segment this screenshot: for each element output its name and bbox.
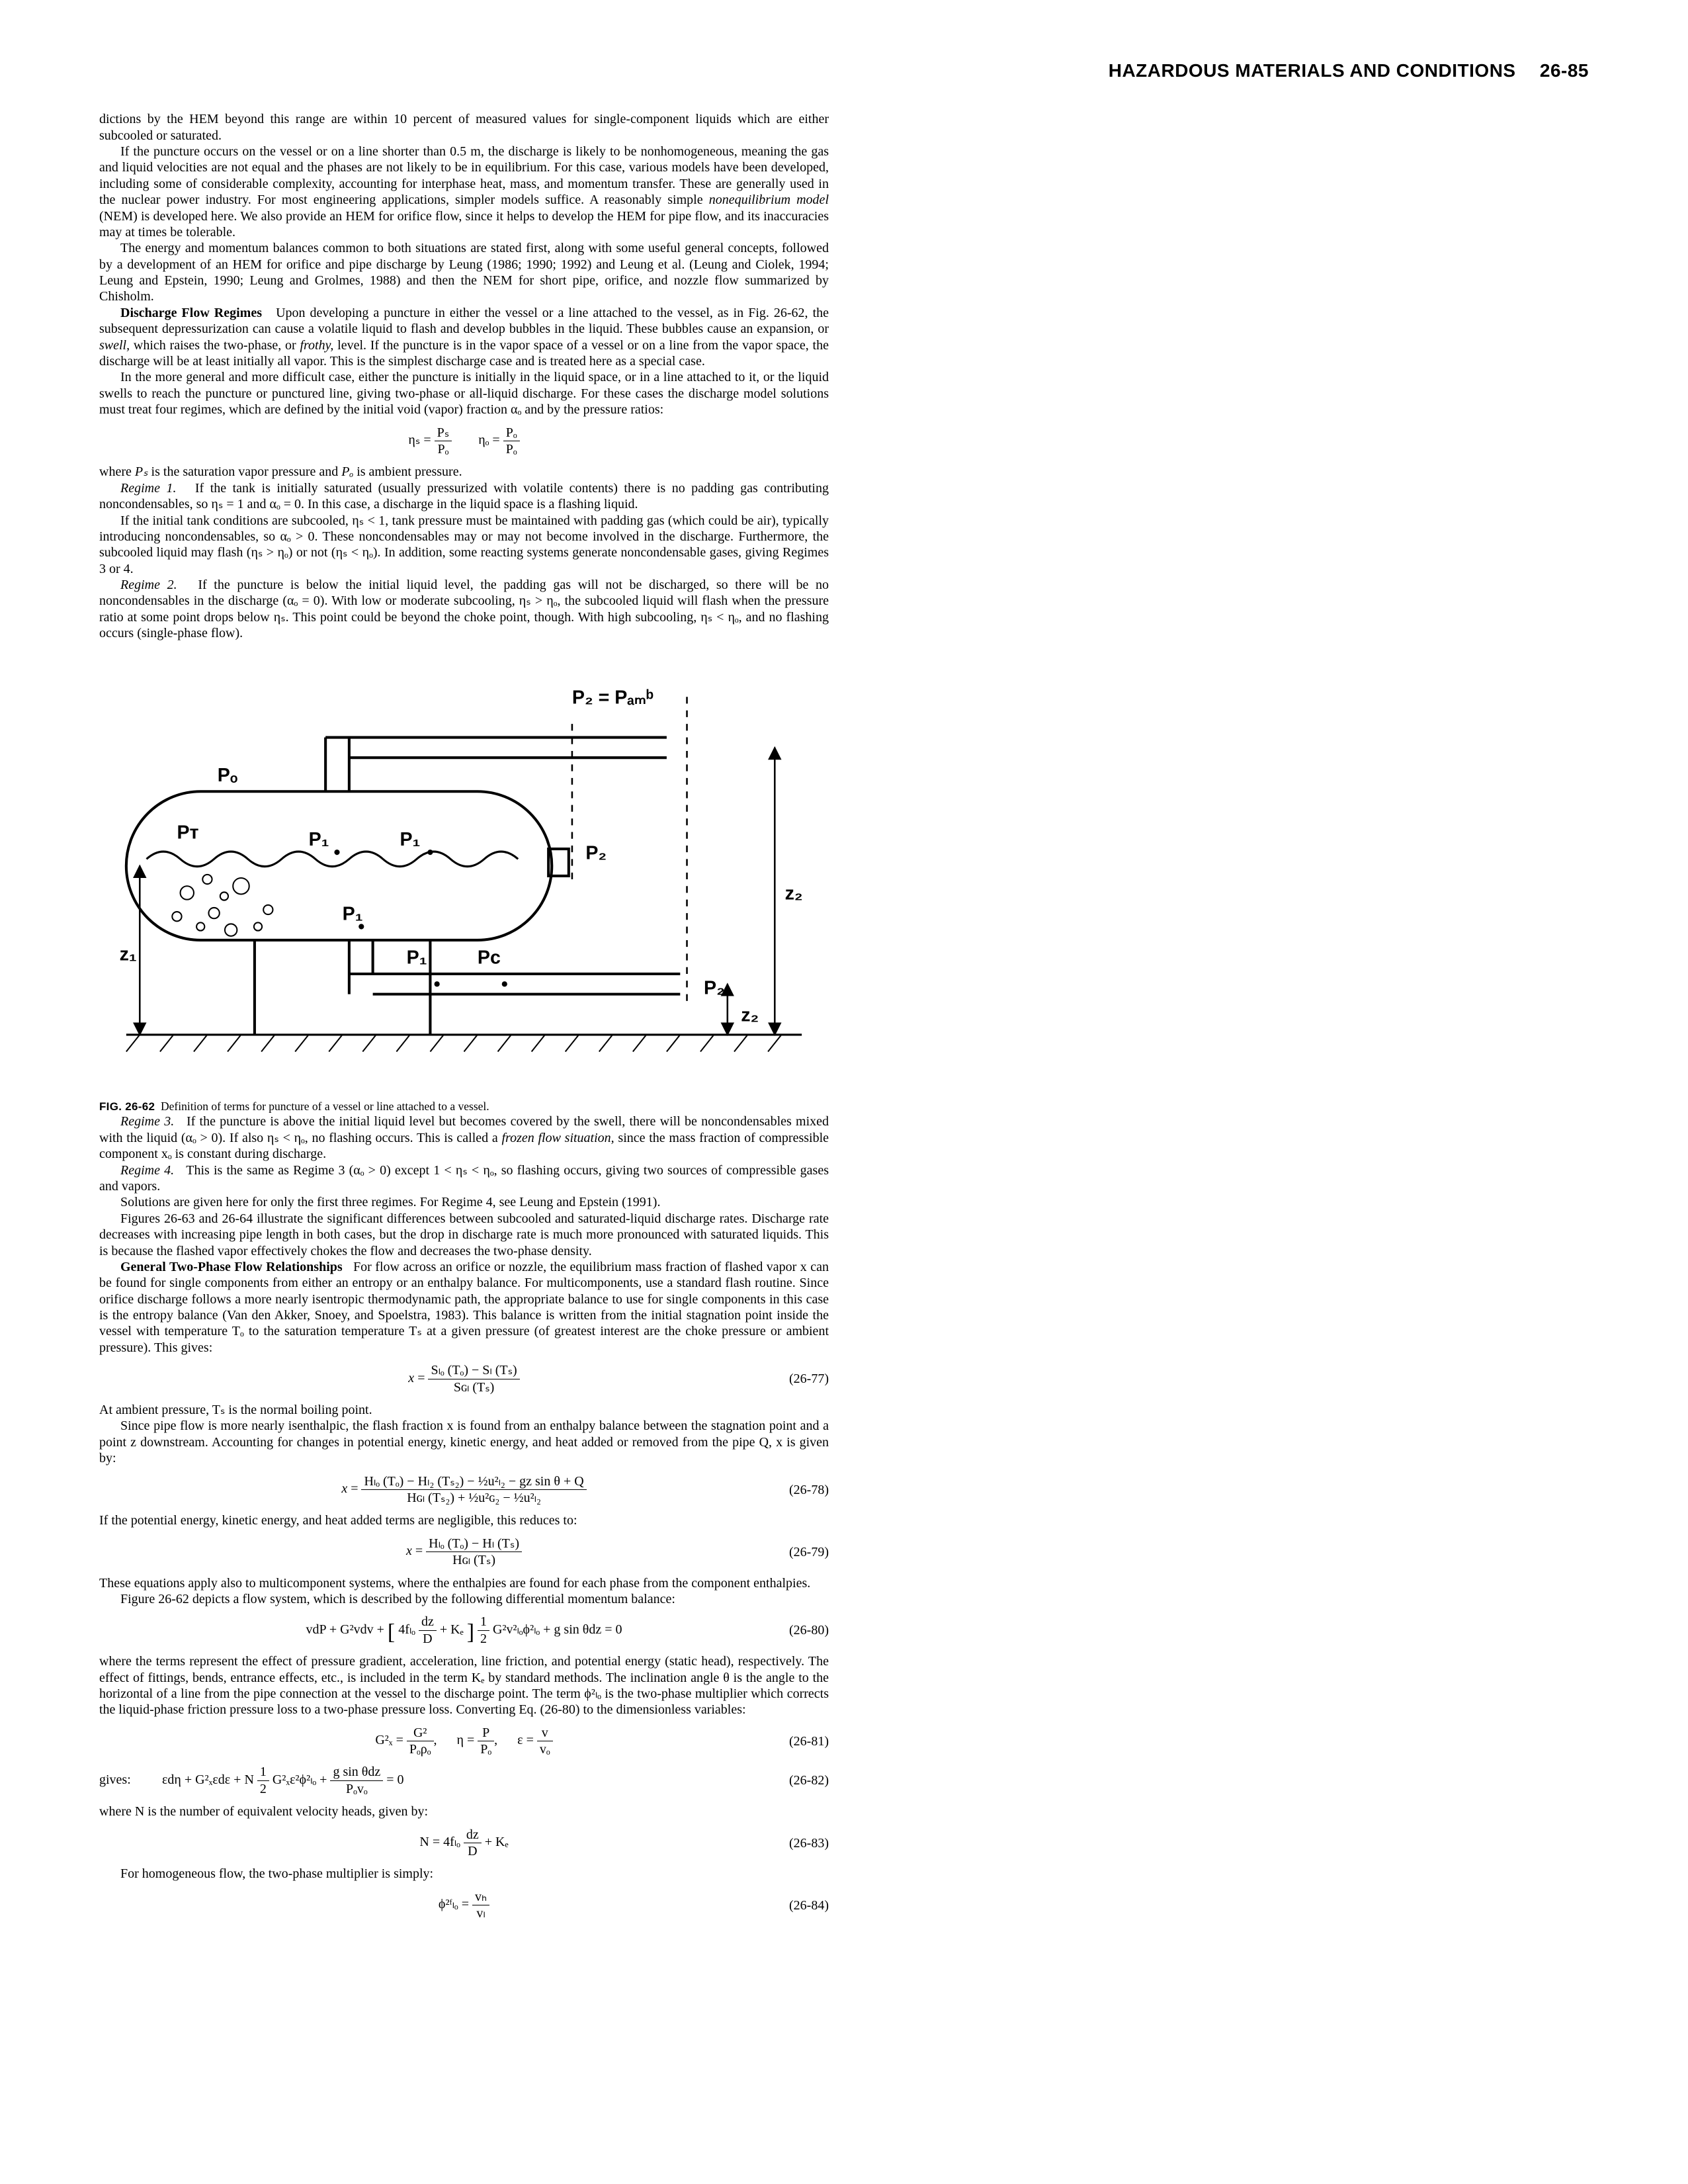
svg-text:P₁: P₁ xyxy=(309,829,329,850)
figure-26-62: Pₒ Pᴛ P₁ P₁ P₂ P₁ P₁ Pᴄ P₂ P₂ = Pₐₘᵇ z₁ … xyxy=(99,656,829,1114)
para: Solutions are given here for only the fi… xyxy=(99,1194,829,1210)
para: where the terms represent the effect of … xyxy=(99,1653,829,1718)
eq-26-80: vdP + G²vdv + [ 4fₗₒ dzD + Kₑ ] 12 G²v²ₗ… xyxy=(99,1614,829,1647)
header-title: HAZARDOUS MATERIALS AND CONDITIONS xyxy=(1109,60,1516,81)
figure-caption: FIG. 26-62 Definition of terms for punct… xyxy=(99,1100,829,1114)
eq-26-78: x = Hₗₒ (Tₒ) − Hₗ₂ (Tₛ₂) − ½u²ₗ₂ − gz si… xyxy=(99,1473,829,1507)
eq-eta-definitions: ηₛ = PₛPₒ ηₒ = PₒPₒ xyxy=(99,425,829,458)
svg-text:Pᴄ: Pᴄ xyxy=(478,947,501,968)
para: If the initial tank conditions are subco… xyxy=(99,513,829,578)
para: Since pipe flow is more nearly isenthalp… xyxy=(99,1418,829,1466)
para-regime-2: Regime 2. If the puncture is below the i… xyxy=(99,577,829,642)
para: The energy and momentum balances common … xyxy=(99,240,829,305)
para: where Pₛ is the saturation vapor pressur… xyxy=(99,464,829,480)
eq-26-84: ϕ²ᶠₗₒ = vₕvₗ (26-84) xyxy=(99,1889,829,1922)
para-discharge-flow-regimes: Discharge Flow Regimes Upon developing a… xyxy=(99,305,829,370)
para: where N is the number of equivalent velo… xyxy=(99,1804,829,1819)
para-regime-1: Regime 1. If the tank is initially satur… xyxy=(99,480,829,513)
para: These equations apply also to multicompo… xyxy=(99,1575,829,1591)
para: If the potential energy, kinetic energy,… xyxy=(99,1512,829,1528)
para: dictions by the HEM beyond this range ar… xyxy=(99,111,829,144)
svg-text:Pᴛ: Pᴛ xyxy=(177,822,198,843)
svg-text:P₁: P₁ xyxy=(400,829,420,850)
svg-text:Pₒ: Pₒ xyxy=(218,765,238,786)
para: If the puncture occurs on the vessel or … xyxy=(99,144,829,240)
para: Figures 26-63 and 26-64 illustrate the s… xyxy=(99,1211,829,1259)
eq-26-83: N = 4fₗₒ dzD + Kₑ (26-83) xyxy=(99,1827,829,1860)
para: In the more general and more difficult c… xyxy=(99,369,829,417)
svg-text:z₂: z₂ xyxy=(785,883,803,904)
para-regime-3: Regime 3. If the puncture is above the i… xyxy=(99,1114,829,1162)
svg-text:P₂ = Pₐₘᵇ: P₂ = Pₐₘᵇ xyxy=(572,687,654,708)
figure-svg: Pₒ Pᴛ P₁ P₁ P₂ P₁ P₁ Pᴄ P₂ P₂ = Pₐₘᵇ z₁ … xyxy=(99,656,829,1089)
eq-26-77: x = Sₗₒ (Tₒ) − Sₗ (Tₛ)Sɢₗ (Tₛ) (26-77) xyxy=(99,1362,829,1395)
para-general-two-phase: General Two-Phase Flow Relationships For… xyxy=(99,1259,829,1356)
svg-text:P₂: P₂ xyxy=(585,842,607,863)
para: For homogeneous flow, the two-phase mult… xyxy=(99,1866,829,1882)
svg-text:z₂: z₂ xyxy=(741,1004,759,1026)
two-column-body: dictions by the HEM beyond this range ar… xyxy=(99,111,1589,2070)
para-regime-4: Regime 4. This is the same as Regime 3 (… xyxy=(99,1162,829,1195)
para: At ambient pressure, Tₛ is the normal bo… xyxy=(99,1402,829,1418)
svg-text:z₁: z₁ xyxy=(120,943,137,965)
eq-26-81: G²ₓ = G²Pₒρₒ, η = PPₒ, ε = vvₒ (26-81) xyxy=(99,1725,829,1758)
svg-text:P₂: P₂ xyxy=(704,977,725,998)
eq-26-79: x = Hₗₒ (Tₒ) − Hₗ (Tₛ)Hɢₗ (Tₛ) (26-79) xyxy=(99,1536,829,1569)
svg-text:P₁: P₁ xyxy=(407,947,427,968)
para: Figure 26-62 depicts a flow system, whic… xyxy=(99,1591,829,1607)
page-number: 26-85 xyxy=(1540,60,1589,81)
running-head: HAZARDOUS MATERIALS AND CONDITIONS 26-85 xyxy=(99,60,1589,82)
eq-26-82: gives: εdη + G²ₓεdε + N 12 G²ₓε²ϕ²ₗₒ + g… xyxy=(99,1764,829,1797)
svg-text:P₁: P₁ xyxy=(343,903,363,924)
